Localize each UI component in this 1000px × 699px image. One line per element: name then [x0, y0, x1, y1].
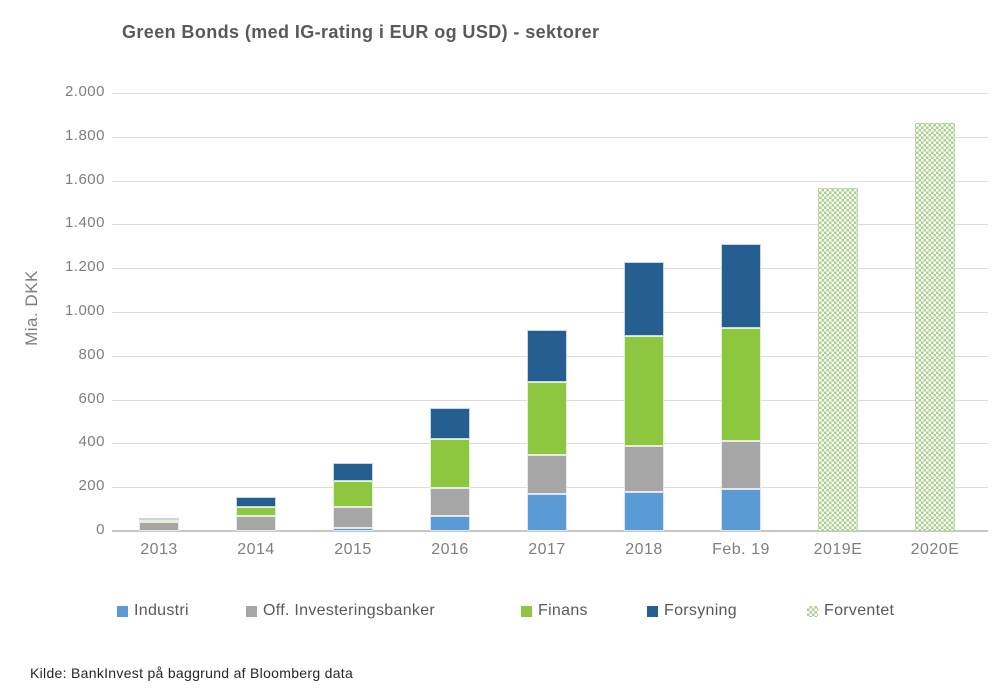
x-tick-label: Feb. 19: [712, 541, 770, 558]
legend-swatch-icon: [521, 605, 532, 617]
legend-item-finans: Finans: [521, 601, 588, 621]
gridline: [112, 224, 988, 225]
legend-item-off-investeringsbanker: Off. Investeringsbanker: [246, 601, 435, 621]
gridline: [112, 137, 988, 138]
y-tick-label: 600: [78, 390, 105, 407]
legend-label: Forventet: [824, 602, 895, 619]
x-tick-label: 2020E: [910, 541, 960, 558]
bar-segment-off-investeringsbanker-2015: [333, 506, 373, 528]
bar-segment-off-investeringsbanker-2017: [527, 455, 567, 494]
bar-segment-forsyning-2018: [624, 261, 664, 337]
legend-swatch-icon: [647, 605, 658, 617]
x-tick-label: 2017: [528, 541, 566, 558]
legend-label: Industri: [134, 602, 189, 619]
bar-segment-off-investeringsbanker-feb-19: [721, 441, 761, 490]
y-tick-label: 1.000: [64, 302, 105, 319]
bar-segment-finans-2016: [430, 439, 470, 489]
y-tick-label: 1.800: [64, 127, 105, 144]
x-tick-label: 2018: [625, 541, 663, 558]
bar-segment-finans-2014: [236, 506, 276, 516]
legend-item-forsyning: Forsyning: [647, 601, 737, 621]
bar-segment-industri-feb-19: [721, 489, 761, 531]
y-tick-label: 0: [96, 521, 105, 538]
legend-label: Finans: [538, 602, 588, 619]
legend-swatch-icon: [246, 605, 257, 617]
bar-segment-forsyning-2016: [430, 408, 470, 440]
y-tick-label: 1.600: [64, 171, 105, 188]
gridline: [112, 312, 988, 313]
bar-segment-forsyning-2013: [139, 517, 179, 521]
x-tick-label: 2019E: [813, 541, 863, 558]
gridline: [112, 268, 988, 269]
bar-segment-off-investeringsbanker-2013: [139, 522, 179, 531]
bar-segment-industri-2017: [527, 493, 567, 531]
bar-segment-finans-2017: [527, 382, 567, 456]
plot-area: [112, 93, 988, 532]
legend-label: Forsyning: [664, 602, 737, 619]
x-tick-label: 2015: [334, 541, 372, 558]
bar-segment-industri-2018: [624, 491, 664, 531]
gridline: [112, 181, 988, 182]
bar-segment-finans-2015: [333, 480, 373, 507]
legend-swatch-icon: [807, 605, 818, 617]
bar-segment-finans-2018: [624, 336, 664, 446]
bar-segment-forsyning-2017: [527, 329, 567, 383]
bar-segment-off-investeringsbanker-2014: [236, 515, 276, 531]
gridline: [112, 530, 988, 532]
legend-item-industri: Industri: [117, 601, 189, 621]
y-tick-label: 800: [78, 346, 105, 363]
y-tick-label: 1.200: [64, 258, 105, 275]
bar-segment-forventet-2019e: [818, 188, 858, 531]
bar-segment-finans-2013: [139, 520, 179, 523]
gridline: [112, 93, 988, 94]
bar-segment-forsyning-feb-19: [721, 244, 761, 329]
legend-label: Off. Investeringsbanker: [263, 602, 436, 619]
y-tick-label: 400: [78, 433, 105, 450]
bar-segment-forventet-2020e: [915, 122, 955, 531]
bar-segment-industri-2015: [333, 527, 373, 531]
chart-title: Green Bonds (med IG-rating i EUR og USD)…: [122, 22, 600, 42]
bar-segment-off-investeringsbanker-2018: [624, 445, 664, 492]
bar-segment-off-investeringsbanker-2016: [430, 488, 470, 516]
bar-segment-finans-feb-19: [721, 328, 761, 442]
y-tick-label: 1.400: [64, 214, 105, 231]
x-tick-label: 2016: [431, 541, 469, 558]
x-tick-label: 2013: [140, 541, 178, 558]
bar-segment-industri-2016: [430, 515, 470, 531]
legend-item-forventet: Forventet: [807, 601, 894, 621]
legend-swatch-icon: [117, 605, 128, 617]
bar-segment-forsyning-2015: [333, 463, 373, 481]
y-tick-label: 200: [78, 477, 105, 494]
x-tick-label: 2014: [237, 541, 275, 558]
source-note: Kilde: BankInvest på baggrund af Bloombe…: [30, 665, 354, 681]
bar-segment-forsyning-2014: [236, 497, 276, 507]
y-tick-label: 2.000: [64, 83, 105, 100]
